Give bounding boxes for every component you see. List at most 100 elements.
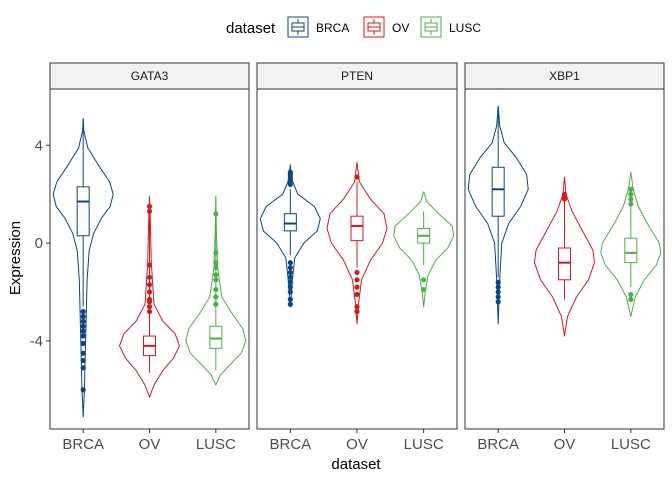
outlier-point: [213, 286, 219, 293]
violin-group-brca: BRCA: [52, 117, 114, 453]
outlier-point: [495, 299, 501, 305]
outlier-point: [213, 211, 219, 217]
outlier-point: [628, 191, 634, 197]
outlier-point: [495, 279, 501, 285]
outlier-point: [287, 169, 293, 175]
violin-outline: [467, 105, 529, 325]
outlier-point: [354, 269, 360, 276]
outlier-point: [80, 387, 86, 393]
x-tick-label: OV: [554, 436, 576, 453]
x-axis-title: dataset: [331, 456, 381, 473]
legend-title: dataset: [226, 20, 276, 37]
outlier-point: [628, 291, 634, 298]
outlier-point: [213, 294, 219, 300]
box-iqr: [283, 213, 297, 232]
violin-outline: [185, 196, 247, 386]
outlier-point: [146, 308, 153, 315]
x-tick-label: BRCA: [477, 436, 519, 453]
y-axis-title: Expression: [7, 221, 24, 295]
panel-gata3: GATA3 4 0 -4 BRCA OV LUSC: [30, 62, 250, 453]
outlier-point: [213, 301, 219, 307]
outlier-point: [354, 284, 360, 290]
legend-key-brca: BRCA: [287, 16, 349, 38]
facet-strip-label: XBP1: [549, 69, 580, 83]
box-iqr: [491, 166, 505, 217]
x-tick-label: BRCA: [269, 436, 311, 453]
violin-outline: [52, 117, 114, 418]
outlier-point: [354, 277, 360, 283]
violin-group-ov: OV: [119, 196, 180, 453]
legend-key-ov: OV: [363, 16, 409, 38]
outlier-point: [146, 208, 153, 214]
outlier-point: [213, 277, 219, 283]
outlier-point: [628, 201, 634, 207]
outlier-point: [628, 186, 634, 192]
outlier-point: [213, 260, 219, 266]
legend-swatch: [363, 16, 385, 38]
outlier-point: [628, 296, 634, 302]
box-iqr: [76, 186, 90, 237]
outlier-point: [354, 174, 360, 180]
x-tick-label: LUSC: [611, 436, 651, 453]
violin-group-brca: BRCA: [259, 164, 321, 453]
outlier-point: [287, 284, 293, 290]
outlier-point: [146, 304, 153, 310]
x-tick-label: LUSC: [196, 436, 236, 453]
outlier-point: [80, 357, 86, 364]
violin-outline: [326, 161, 388, 325]
panel-pten: PTEN BRCA OV LUSC: [256, 62, 458, 453]
outlier-point: [80, 333, 86, 339]
outlier-point: [80, 323, 86, 329]
outlier-point: [80, 318, 86, 324]
box-iqr: [624, 237, 638, 264]
outlier-point: [354, 308, 360, 315]
outlier-point: [287, 264, 293, 271]
facet-strip: [464, 62, 665, 90]
outlier-point: [146, 289, 153, 295]
violin-outline: [600, 171, 662, 317]
outlier-point: [146, 299, 153, 305]
legend-label: OV: [392, 21, 409, 35]
outlier-point: [287, 296, 293, 302]
outlier-point: [80, 350, 86, 356]
legend: dataset BRCA OV LUSC: [226, 16, 481, 38]
violin-group-brca: BRCA: [467, 105, 529, 453]
outlier-point: [287, 279, 293, 285]
x-tick-label: BRCA: [62, 436, 104, 453]
outlier-point: [287, 274, 293, 280]
outlier-point: [80, 313, 86, 320]
legend-swatch: [420, 16, 442, 38]
violin-group-ov: OV: [326, 161, 388, 453]
violin-group-lusc: LUSC: [185, 196, 247, 453]
outlier-point: [628, 196, 634, 202]
outlier-point: [80, 365, 86, 371]
outlier-point: [421, 277, 427, 283]
outlier-point: [213, 264, 219, 271]
legend-key-lusc: LUSC: [420, 16, 481, 38]
outlier-point: [287, 289, 293, 295]
box-iqr: [209, 325, 223, 349]
x-tick-label: OV: [139, 436, 161, 453]
facet-strip-label: GATA3: [131, 69, 169, 83]
x-tick-label: OV: [346, 436, 368, 453]
legend-label: LUSC: [449, 21, 481, 35]
outlier-point: [354, 291, 360, 298]
outlier-point: [287, 269, 293, 276]
outlier-point: [354, 304, 360, 310]
outlier-point: [146, 282, 153, 288]
legend-label: BRCA: [316, 21, 349, 35]
violin-group-ov: OV: [534, 176, 595, 453]
outlier-point: [495, 294, 501, 300]
violin-outline: [393, 191, 455, 308]
y-tick-label: 4: [35, 137, 43, 154]
y-tick-label: 0: [35, 235, 43, 252]
outlier-point: [561, 191, 568, 197]
y-tick-label: -4: [30, 333, 43, 350]
outlier-point: [80, 328, 86, 334]
outlier-point: [146, 262, 153, 268]
x-tick-label: LUSC: [404, 436, 444, 453]
outlier-point: [495, 289, 501, 295]
outlier-point: [80, 308, 86, 315]
outlier-point: [287, 260, 293, 266]
